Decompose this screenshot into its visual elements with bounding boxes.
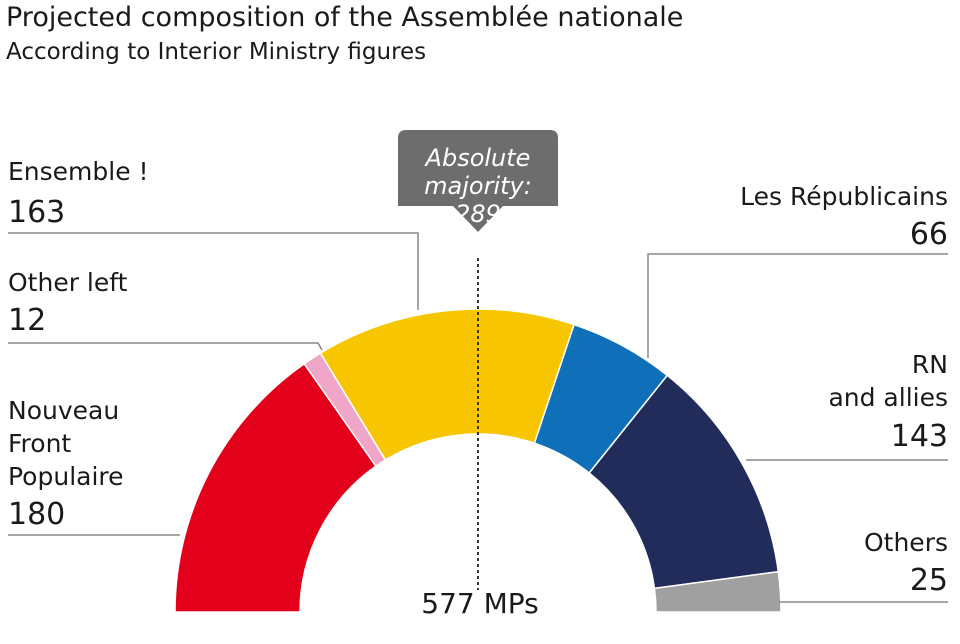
majority-marker: Absolute majority: 289 [398,130,558,590]
value-other-left: 12 [8,303,47,338]
majority-box [398,130,558,232]
value-rn: 143 [890,419,948,454]
label-other-left: Other left [8,268,128,297]
leader-lr [647,253,948,358]
chart-title: Projected composition of the Assemblée n… [6,2,684,33]
seat-segment-nouveau-front-populaire [174,362,377,613]
value-ensemble: 163 [8,195,66,230]
label-ensemble: Ensemble ! [8,157,149,186]
leader-ensemble [8,232,419,310]
total-label: 577 MPs [421,587,538,620]
chart-subtitle: According to Interior Ministry figures [6,39,427,65]
leader-other-left [8,342,323,351]
label-nfp: Nouveau Front Populaire [8,396,124,491]
value-others: 25 [909,563,948,598]
value-lr: 66 [909,217,948,252]
value-nfp: 180 [8,497,66,532]
seat-segment-others [653,570,782,613]
label-others: Others [863,528,948,557]
majority-line1: Absolute [424,144,531,172]
label-rn: RN and allies [828,350,948,412]
majority-line3: 289 [455,200,501,228]
majority-line2: majority: [424,172,532,200]
label-lr: Les Républicains [740,182,948,211]
seat-segment-ensemble [319,308,576,461]
